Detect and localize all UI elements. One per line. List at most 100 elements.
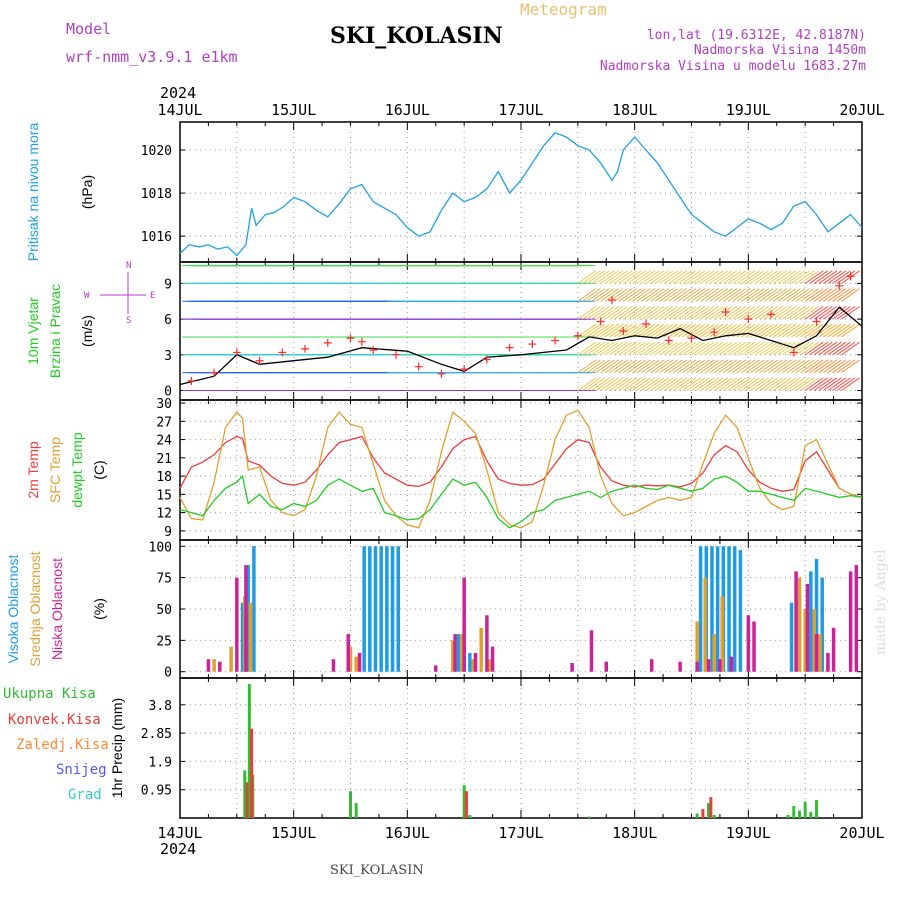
wind-barb: [673, 341, 692, 356]
wind-barb: [623, 288, 642, 302]
wind-barb: [732, 270, 751, 284]
bar-total_precip: [587, 816, 591, 818]
wind-barb: [613, 377, 633, 391]
bar-high_cloud: [390, 546, 395, 672]
wind-barb: [759, 377, 779, 391]
wind-barb: [609, 288, 628, 302]
wind-barb: [777, 288, 797, 302]
wind-barb: [800, 323, 819, 338]
wind-barb: [804, 359, 824, 374]
wind-barb: [777, 377, 797, 391]
axis-label-y: Brzina i Pravac: [47, 284, 63, 378]
wind-barb: [750, 377, 769, 391]
bar-low_cloud: [729, 656, 734, 672]
wind-barb: [586, 270, 606, 284]
wind-barb: [832, 306, 851, 320]
wind-barb: [809, 270, 829, 284]
model-label: Model: [66, 20, 111, 38]
wind-barb: [650, 341, 669, 356]
tick-label-y: 6: [164, 313, 172, 328]
wind-barb: [836, 377, 856, 391]
bar-high_cloud: [715, 546, 720, 672]
wind-barb: [668, 341, 688, 356]
date-label-top: 16JUL: [385, 101, 430, 119]
wind-barb: [768, 306, 788, 320]
wind-barb: [636, 341, 656, 356]
bar-total_precip: [707, 803, 711, 818]
product-title: Meteogram: [520, 0, 607, 19]
wind-barb: [713, 323, 733, 338]
wind-barb: [632, 323, 651, 338]
wind-barb: [604, 359, 624, 374]
wind-barb: [709, 323, 728, 338]
bar-high_cloud: [710, 546, 714, 672]
wind-barb: [663, 323, 683, 338]
panel-wind: 0 3 6 9 10m Vjetar Brzina i Pravac (m/s): [25, 261, 863, 401]
gust-point: [369, 346, 378, 355]
wind-barb: [791, 306, 810, 320]
bar-high_cloud: [379, 546, 383, 672]
wind-barb: [618, 359, 638, 374]
wind-barb: [695, 359, 715, 374]
wind-barb: [632, 306, 651, 320]
wind-barb: [659, 288, 678, 302]
wind-barb: [659, 306, 678, 320]
bar-high_cloud: [698, 546, 703, 672]
gust-point: [573, 331, 582, 340]
wind-barb: [718, 288, 738, 302]
wind-barb: [718, 270, 738, 284]
tick-label-y: 25: [156, 634, 172, 649]
gust-point: [460, 365, 469, 374]
wind-barb: [582, 377, 601, 391]
wind-barb: [800, 359, 819, 374]
wind-barb: [763, 270, 783, 284]
wind-barb: [800, 341, 819, 356]
wind-barb: [627, 359, 647, 374]
bar-total_precip: [354, 803, 358, 818]
tick-label-y: 18: [156, 470, 172, 485]
wind-barb: [627, 288, 647, 302]
wind-barb: [809, 323, 829, 338]
wind-barb: [827, 359, 847, 374]
gust-point: [232, 348, 241, 357]
wind-barb: [841, 377, 860, 391]
wind-barb: [627, 323, 647, 338]
wind-barb: [586, 341, 606, 356]
wind-barb: [654, 288, 674, 302]
gust-point: [687, 334, 696, 343]
wind-barb: [704, 377, 724, 391]
wind-barb: [782, 377, 801, 391]
wind-barb: [663, 306, 683, 320]
wind-barb: [691, 377, 710, 391]
wind-barb: [632, 341, 651, 356]
wind-barb: [836, 270, 856, 284]
bar-mid_cloud: [229, 646, 233, 672]
wind-barb: [786, 359, 806, 374]
wind-barb: [613, 288, 633, 302]
axis-label-y: 10m Vjetar: [25, 297, 41, 365]
bar-low_cloud: [826, 652, 830, 672]
compass-n: N: [126, 261, 131, 271]
wind-barb: [613, 270, 633, 284]
wind-barb: [586, 288, 606, 302]
wind-barb: [723, 341, 742, 356]
wind-barb: [709, 288, 728, 302]
wind-barb: [741, 323, 760, 338]
tick-label-y: 21: [156, 452, 172, 467]
bar-low_cloud: [604, 661, 608, 672]
bar-conv_precip: [464, 791, 468, 818]
wind-barb: [795, 341, 815, 356]
wind-barb: [673, 359, 692, 374]
axis-label-y: 2m Temp: [25, 441, 41, 499]
wind-barb: [659, 323, 678, 338]
gust-point: [744, 315, 753, 324]
wind-barb: [832, 341, 851, 356]
wind-barb: [763, 323, 783, 338]
bar-total_precip: [712, 815, 716, 818]
wind-barb: [773, 341, 792, 356]
axis-label-y: (hPa): [79, 175, 95, 209]
bar-total_precip: [792, 806, 796, 818]
date-label-bottom: 17JUL: [498, 824, 543, 842]
wind-barb: [736, 288, 756, 302]
